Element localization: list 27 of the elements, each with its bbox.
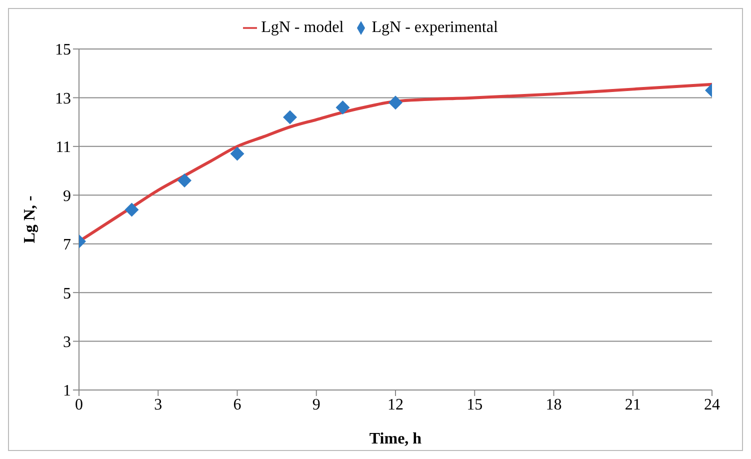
y-tick-label: 15 [55, 42, 71, 59]
x-tick-label: 3 [154, 396, 162, 414]
x-tick-label: 21 [624, 396, 641, 414]
point [336, 100, 350, 114]
x-tick-label: 0 [75, 396, 83, 414]
legend-label: LgN - experimental [372, 19, 498, 36]
y-tick-label: 3 [63, 334, 71, 351]
x-tick-label: 24 [704, 396, 720, 414]
y-tick-label: 7 [63, 236, 71, 254]
legend-label: LgN - model [261, 19, 344, 36]
x-axis-title: Time, h [369, 430, 422, 448]
x-tick-label: 18 [546, 396, 562, 414]
point [124, 202, 139, 217]
x-tick-label: 12 [388, 396, 404, 414]
y-tick-label: 1 [63, 382, 71, 400]
y-axis-title: Lg N, - [22, 196, 39, 244]
point [283, 110, 297, 124]
y-tick-label: 9 [63, 188, 71, 205]
point [178, 174, 192, 188]
x-tick-label: 6 [233, 396, 242, 414]
x-tick-label: 15 [466, 396, 483, 414]
y-tick-label: 5 [63, 285, 71, 302]
y-tick-label: 13 [55, 90, 71, 108]
x-tick-label: 9 [312, 396, 320, 414]
point [388, 96, 402, 110]
point [230, 146, 244, 161]
y-tick-label: 11 [56, 139, 71, 156]
